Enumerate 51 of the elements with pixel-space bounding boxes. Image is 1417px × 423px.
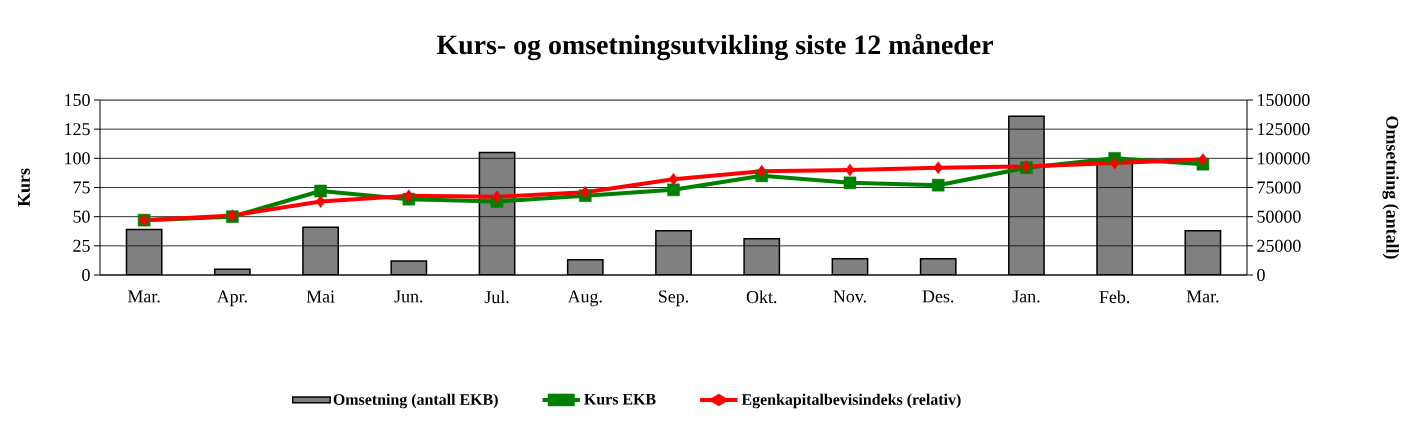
x-tick-label: Sep. xyxy=(659,290,689,307)
point xyxy=(931,178,945,192)
point xyxy=(933,161,943,174)
x-tick-label: Mar. xyxy=(1186,290,1219,303)
chart-title: Kurs- og omsetningsutvikling siste 12 måneder xyxy=(436,33,993,61)
y2-tick-label: 100000 xyxy=(1258,152,1310,165)
x-tick-label: Aug. xyxy=(567,290,602,307)
y-tick-label: 150 xyxy=(65,93,90,107)
x-tick-label: Mar. xyxy=(127,290,160,303)
point xyxy=(667,183,680,197)
y-tick-label: 75 xyxy=(73,181,90,194)
y-tick-label: 50 xyxy=(73,210,90,223)
y-tick-label: 125 xyxy=(65,123,90,136)
y2-axis-title: Omsetning (antall) xyxy=(1382,116,1399,259)
point xyxy=(314,184,327,198)
bar xyxy=(125,228,163,275)
x-tick-label: Mai xyxy=(306,290,335,303)
y-tick-label: 25 xyxy=(73,239,90,252)
point xyxy=(756,164,767,178)
x-tick-label: Nov. xyxy=(833,290,866,303)
point xyxy=(404,189,414,202)
x-tick-label: Jun. xyxy=(394,290,423,303)
legend-label: Kurs EKB xyxy=(584,393,656,405)
y2-tick-label: 150000 xyxy=(1258,93,1310,107)
y-tick-label: 0 xyxy=(82,268,90,282)
x-tick-label: Des. xyxy=(922,290,954,303)
x-tick-label: Apr. xyxy=(216,290,247,307)
y2-tick-label: 25000 xyxy=(1257,239,1301,252)
point xyxy=(843,176,857,190)
y2-tick-label: 50000 xyxy=(1257,210,1301,223)
point xyxy=(492,190,502,204)
point xyxy=(668,173,679,186)
y-tick-label: 100 xyxy=(65,152,90,165)
point xyxy=(1109,156,1120,170)
x-tick-label: Feb. xyxy=(1099,290,1130,304)
x-tick-label: Okt. xyxy=(746,290,777,304)
point xyxy=(315,195,326,208)
x-tick-label: Jan. xyxy=(1012,290,1040,303)
y2-tick-label: 0 xyxy=(1257,268,1265,282)
legend-label: Egenkapitalbevisindeks (relativ) xyxy=(741,393,961,409)
point xyxy=(845,163,855,177)
point xyxy=(1198,153,1208,166)
y-axis-title: Kurs xyxy=(18,168,30,207)
bar xyxy=(1184,229,1222,275)
y2-tick-label: 75000 xyxy=(1257,181,1301,194)
x-tick-label: Jul. xyxy=(484,290,509,304)
bar xyxy=(1008,115,1045,275)
y2-tick-label: 125000 xyxy=(1258,123,1310,136)
legend-label: Omsetning (antall EKB) xyxy=(333,393,498,409)
bar xyxy=(478,151,516,275)
point xyxy=(580,185,591,199)
